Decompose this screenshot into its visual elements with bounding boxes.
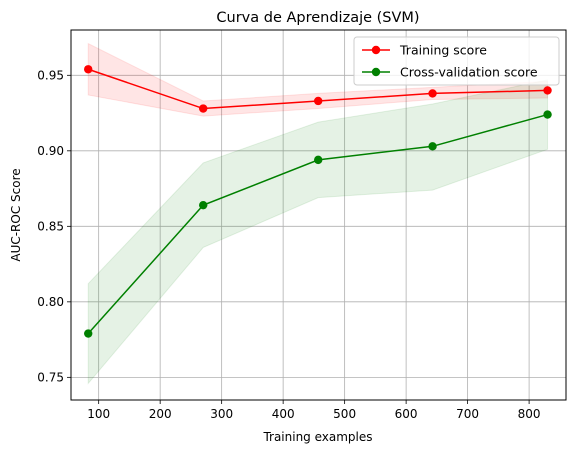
chart-title: Curva de Aprendizaje (SVM) xyxy=(216,10,419,26)
y-axis-label: AUC-ROC Score xyxy=(9,168,23,261)
x-axis-label: Training examples xyxy=(262,430,372,444)
series-1-point xyxy=(313,155,323,165)
x-tick-label: 700 xyxy=(456,407,479,421)
y-tick-label: 0.90 xyxy=(37,144,64,158)
x-tick-label: 100 xyxy=(87,407,110,421)
y-axis-ticks: 0.75 0.80 0.85 0.90 0.95 xyxy=(37,68,71,384)
x-tick-label: 500 xyxy=(333,407,356,421)
plot-frame xyxy=(70,29,567,401)
y-tick-label: 0.80 xyxy=(37,295,64,309)
series-1-band xyxy=(87,79,549,385)
bands xyxy=(87,42,549,385)
series-1-point xyxy=(84,329,93,338)
y-tick-label: 0.95 xyxy=(37,68,64,82)
series-0-band xyxy=(87,42,549,117)
series-0-point xyxy=(313,96,323,106)
x-tick-label: 400 xyxy=(272,407,295,421)
legend-label: Training score xyxy=(399,43,487,58)
series-0-point xyxy=(199,104,208,113)
series-points xyxy=(84,65,552,338)
series-0-point xyxy=(543,86,552,95)
legend: Training score Cross-validation score xyxy=(353,36,560,86)
series-1-point xyxy=(428,142,437,151)
x-axis-ticks: 100 200 300 400 500 600 700 800 xyxy=(87,400,541,421)
series-0-point xyxy=(84,65,93,74)
series-0-point xyxy=(428,89,437,98)
y-tick-label: 0.85 xyxy=(37,219,64,233)
x-tick-label: 200 xyxy=(149,407,172,421)
series-1-point xyxy=(543,110,552,119)
y-tick-label: 0.75 xyxy=(37,370,64,384)
x-tick-label: 600 xyxy=(395,407,418,421)
x-tick-label: 800 xyxy=(518,407,541,421)
legend-box xyxy=(353,36,560,86)
x-tick-label: 300 xyxy=(210,407,233,421)
legend-label: Cross-validation score xyxy=(400,65,538,80)
series-1-point xyxy=(199,200,208,210)
legend-swatch-marker xyxy=(371,67,381,77)
legend-swatch-marker xyxy=(371,45,381,55)
